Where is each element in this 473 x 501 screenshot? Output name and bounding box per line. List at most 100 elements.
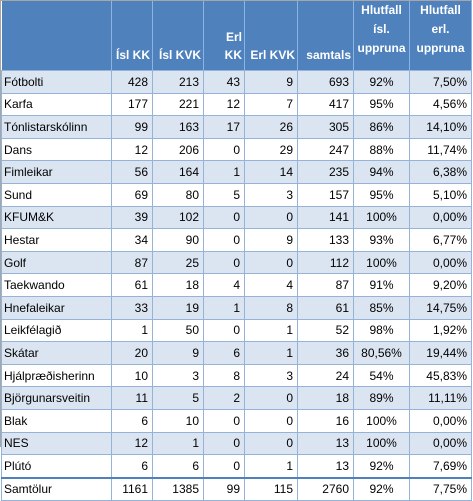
activity-name: Samtölur — [1, 476, 112, 501]
isl-kvk-cell: 163 — [152, 115, 204, 139]
table-row: Tónlistarskólinn 99 163 17 26 305 86% 14,10% — [1, 115, 472, 139]
samtals-cell: 87 — [297, 273, 354, 297]
table-row: Taekwando 61 18 4 4 87 91% 9,20% — [1, 273, 472, 297]
header-hlutfall-isl-line2: ísl. — [373, 22, 390, 36]
isl-kk-cell: 177 — [111, 92, 153, 117]
header-isl-kvk: Ísl KVK — [152, 1, 204, 71]
isl-kvk-cell: 3 — [152, 363, 204, 388]
activity-name: Taekwando — [1, 273, 112, 297]
isl-kk-cell: 6 — [111, 454, 153, 479]
erl-kvk-cell: 115 — [244, 476, 298, 501]
isl-kvk-cell: 1385 — [152, 476, 204, 501]
erl-kvk-cell: 29 — [244, 137, 298, 162]
erl-kk-cell: 6 — [203, 341, 245, 365]
hlutfall-erl-cell: 0,00% — [409, 205, 472, 230]
erl-kvk-cell: 8 — [244, 295, 298, 320]
erl-kvk-cell: 14 — [244, 160, 298, 184]
hlutfall-erl-cell: 7,69% — [409, 454, 472, 479]
activity-name: Plútó — [1, 454, 112, 479]
hlutfall-isl-cell: 89% — [353, 386, 410, 410]
isl-kvk-cell: 6 — [152, 454, 204, 479]
isl-kvk-cell: 9 — [152, 341, 204, 365]
isl-kvk-cell: 50 — [152, 318, 204, 343]
hlutfall-isl-cell: 100% — [353, 205, 410, 230]
header-row: Ísl KK Ísl KVK Erl KK Erl KVK samtals Hl… — [1, 1, 472, 71]
activity-name: Skátar — [1, 341, 112, 365]
header-hlutfall-erl: Hlutfall erl. uppruna — [409, 1, 472, 71]
samtals-cell: 247 — [297, 137, 354, 162]
activity-name: Hestar — [1, 228, 112, 252]
activity-name: Karfa — [1, 92, 112, 117]
erl-kk-cell: 0 — [203, 408, 245, 433]
hlutfall-erl-cell: 4,56% — [409, 92, 472, 117]
activity-name: Leikfélagið — [1, 318, 112, 343]
hlutfall-isl-cell: 92% — [353, 70, 410, 94]
activity-name: KFUM&K — [1, 205, 112, 230]
samtals-cell: 305 — [297, 115, 354, 139]
hlutfall-erl-cell: 5,10% — [409, 182, 472, 207]
erl-kvk-cell: 1 — [244, 341, 298, 365]
erl-kk-cell: 99 — [203, 476, 245, 501]
hlutfall-isl-cell: 54% — [353, 363, 410, 388]
isl-kvk-cell: 80 — [152, 182, 204, 207]
erl-kvk-cell: 4 — [244, 273, 298, 297]
erl-kk-cell: 8 — [203, 363, 245, 388]
hlutfall-isl-cell: 98% — [353, 318, 410, 343]
samtals-cell: 24 — [297, 363, 354, 388]
activity-name: Hnefaleikar — [1, 295, 112, 320]
hlutfall-erl-cell: 9,20% — [409, 273, 472, 297]
isl-kk-cell: 6 — [111, 408, 153, 433]
isl-kk-cell: 99 — [111, 115, 153, 139]
erl-kk-cell: 0 — [203, 318, 245, 343]
table-row: Hnefaleikar 33 19 1 8 61 85% 14,75% — [1, 295, 472, 320]
table-row: Dans 12 206 0 29 247 88% 11,74% — [1, 137, 472, 162]
hlutfall-isl-cell: 95% — [353, 92, 410, 117]
erl-kk-cell: 0 — [203, 454, 245, 479]
isl-kk-cell: 39 — [111, 205, 153, 230]
hlutfall-erl-cell: 19,44% — [409, 341, 472, 365]
hlutfall-erl-cell: 7,50% — [409, 70, 472, 94]
header-hlutfall-erl-line3: uppruna — [416, 41, 465, 55]
hlutfall-erl-cell: 11,11% — [409, 386, 472, 410]
isl-kk-cell: 1 — [111, 318, 153, 343]
samtals-cell: 13 — [297, 431, 354, 456]
hlutfall-isl-cell: 86% — [353, 115, 410, 139]
samtals-cell: 61 — [297, 295, 354, 320]
table-row: Leikfélagið 1 50 0 1 52 98% 1,92% — [1, 318, 472, 343]
hlutfall-erl-cell: 0,00% — [409, 408, 472, 433]
header-erl-kvk: Erl KVK — [244, 1, 298, 71]
header-hlutfall-erl-line1: Hlutfall — [420, 3, 461, 17]
hlutfall-erl-cell: 11,74% — [409, 137, 472, 162]
total-row: Samtölur 1161 1385 99 115 2760 92% 7,75% — [1, 476, 472, 501]
samtals-cell: 417 — [297, 92, 354, 117]
hlutfall-isl-cell: 100% — [353, 431, 410, 456]
erl-kk-cell: 5 — [203, 182, 245, 207]
isl-kvk-cell: 213 — [152, 70, 204, 94]
table-row: Hjálpræðisherinn 10 3 8 3 24 54% 45,83% — [1, 363, 472, 388]
samtals-cell: 36 — [297, 341, 354, 365]
activity-name: Fótbolti — [1, 70, 112, 94]
header-erl-kk: Erl KK — [203, 1, 245, 71]
isl-kvk-cell: 102 — [152, 205, 204, 230]
table-row: Fótbolti 428 213 43 9 693 92% 7,50% — [1, 70, 472, 94]
isl-kvk-cell: 1 — [152, 431, 204, 456]
header-isl-kk: Ísl KK — [111, 1, 153, 71]
isl-kvk-cell: 18 — [152, 273, 204, 297]
header-hlutfall-isl-line3: uppruna — [357, 41, 406, 55]
samtals-cell: 2760 — [297, 476, 354, 501]
hlutfall-isl-cell: 95% — [353, 182, 410, 207]
erl-kvk-cell: 3 — [244, 363, 298, 388]
table-row: Skátar 20 9 6 1 36 80,56% 19,44% — [1, 341, 472, 365]
table-row: Golf 87 25 0 0 112 100% 0,00% — [1, 250, 472, 275]
hlutfall-erl-cell: 0,00% — [409, 250, 472, 275]
erl-kk-cell: 0 — [203, 250, 245, 275]
header-activity — [1, 1, 112, 71]
activity-name: Golf — [1, 250, 112, 275]
table-row: Sund 69 80 5 3 157 95% 5,10% — [1, 182, 472, 207]
samtals-cell: 141 — [297, 205, 354, 230]
hlutfall-erl-cell: 6,77% — [409, 228, 472, 252]
isl-kk-cell: 34 — [111, 228, 153, 252]
table-row: Karfa 177 221 12 7 417 95% 4,56% — [1, 92, 472, 117]
